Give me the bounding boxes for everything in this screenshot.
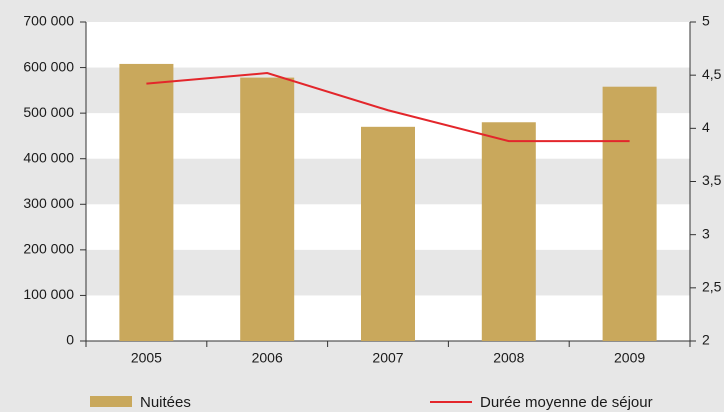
y2-tick-label: 4,5 [702, 66, 722, 82]
y2-tick-label: 2,5 [702, 279, 722, 295]
bar [602, 86, 657, 341]
y-tick-label: 0 [66, 332, 74, 348]
y2-tick-label: 5 [702, 13, 710, 29]
y2-tick-label: 4 [702, 119, 710, 135]
y-tick-label: 400 000 [23, 149, 74, 165]
y-tick-label: 300 000 [23, 195, 74, 211]
y-tick-label: 600 000 [23, 58, 74, 74]
y-tick-label: 100 000 [23, 286, 74, 302]
y-tick-label: 700 000 [23, 13, 74, 29]
y2-tick-label: 3,5 [702, 172, 722, 188]
grid-band [86, 67, 690, 114]
y-tick-label: 200 000 [23, 241, 74, 257]
x-tick-label: 2005 [131, 350, 162, 366]
legend-label: Nuitées [140, 394, 191, 411]
bar [119, 63, 174, 341]
x-tick-label: 2009 [614, 350, 645, 366]
line [146, 72, 630, 143]
x-tick-label: 2008 [493, 350, 524, 366]
y2-tick-label: 3 [702, 225, 710, 241]
y-tick-label: 500 000 [23, 104, 74, 120]
legend-swatch [90, 396, 132, 407]
x-tick-label: 2006 [252, 350, 283, 366]
x-tick-label: 2007 [372, 350, 403, 366]
y2-tick-label: 2 [702, 332, 710, 348]
bar [240, 77, 295, 342]
bar [481, 122, 536, 341]
legend-label: Durée moyenne de séjour [480, 394, 653, 411]
bar [361, 126, 415, 341]
